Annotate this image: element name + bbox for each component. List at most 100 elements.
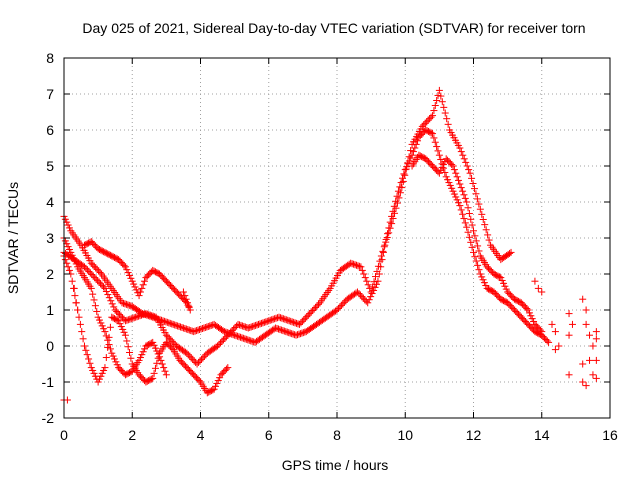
data-point-track-e xyxy=(113,361,121,369)
data-point-track-b xyxy=(221,334,229,342)
data-point-track-b xyxy=(94,277,102,285)
data-point-track-b xyxy=(246,323,254,331)
data-point-track-b xyxy=(113,308,121,316)
data-point-track-a xyxy=(364,299,372,307)
data-point-track-c xyxy=(83,351,91,359)
y-tick-labels: -2 -1 0 1 2 3 4 5 6 7 8 xyxy=(42,50,55,426)
data-point-track-a xyxy=(96,268,104,276)
data-point-scattered xyxy=(592,374,600,382)
data-point-track-a xyxy=(231,331,239,339)
data-point-track-c xyxy=(65,266,73,274)
data-point-track-a xyxy=(441,168,449,176)
data-point-track-c xyxy=(216,374,224,382)
data-point-track-f xyxy=(463,198,471,206)
data-point-track-a xyxy=(206,322,214,330)
data-point-track-b xyxy=(135,312,143,320)
data-point-track-b xyxy=(265,317,273,325)
data-point-track-a xyxy=(272,324,280,332)
data-point-track-e xyxy=(158,360,166,368)
data-point-track-b xyxy=(199,354,207,362)
data-point-track-b xyxy=(233,322,241,330)
data-point-track-b xyxy=(313,302,321,310)
data-point-track-a xyxy=(480,279,488,287)
data-point-track-f xyxy=(438,163,446,171)
data-point-track-b xyxy=(88,271,96,279)
data-point-track-c xyxy=(79,335,87,343)
data-point-track-b xyxy=(456,144,464,152)
x-tick-label: 6 xyxy=(265,427,273,443)
data-point-track-a xyxy=(408,151,416,159)
data-point-track-a xyxy=(61,215,69,223)
data-point-track-b xyxy=(358,266,366,274)
data-point-track-a xyxy=(178,323,186,331)
data-point-track-d xyxy=(120,261,128,269)
data-point-track-a xyxy=(283,328,291,336)
data-point-track-b xyxy=(132,313,140,321)
data-point-track-b xyxy=(468,174,476,182)
data-point-track-d xyxy=(124,269,132,277)
data-point-track-a xyxy=(400,170,408,178)
data-point-track-c xyxy=(150,369,158,377)
data-point-track-b xyxy=(216,339,224,347)
data-point-track-a xyxy=(187,327,195,335)
data-point-track-a xyxy=(386,218,394,226)
data-point-track-a xyxy=(452,193,460,201)
data-point-track-a xyxy=(250,338,258,346)
data-point-track-a xyxy=(194,326,202,334)
x-tick-label: 8 xyxy=(333,427,341,443)
data-point-track-a xyxy=(235,333,243,341)
data-point-track-a xyxy=(172,321,180,329)
data-point-track-b xyxy=(357,263,365,271)
data-point-track-f xyxy=(467,215,475,223)
data-point-track-b xyxy=(405,153,413,161)
data-point-track-e xyxy=(87,284,95,292)
data-point-track-b xyxy=(481,221,489,229)
data-point-track-b xyxy=(133,313,141,321)
data-point-track-b xyxy=(426,115,434,123)
data-point-track-b xyxy=(107,297,115,305)
data-point-track-e xyxy=(68,251,76,259)
data-point-track-a xyxy=(168,320,176,328)
data-point-track-b xyxy=(351,261,359,269)
data-point-track-b xyxy=(374,262,382,270)
data-point-track-c xyxy=(214,377,222,385)
x-tick-labels: 0 2 4 6 8 10 12 14 16 xyxy=(60,427,618,443)
data-point-track-f xyxy=(461,194,469,202)
data-point-track-b xyxy=(294,320,302,328)
data-points xyxy=(60,86,600,404)
data-point-track-b xyxy=(263,317,271,325)
data-point-track-b xyxy=(278,314,286,322)
data-point-track-a xyxy=(353,288,361,296)
data-point-track-a xyxy=(190,328,198,336)
data-point-track-a xyxy=(482,282,490,290)
data-point-track-d xyxy=(132,286,140,294)
data-point-track-b xyxy=(383,233,391,241)
data-point-track-a xyxy=(289,330,297,338)
data-point-track-b xyxy=(197,355,205,363)
data-point-track-b xyxy=(301,314,309,322)
data-point-track-d xyxy=(141,277,149,285)
data-point-track-b xyxy=(438,98,446,106)
data-point-track-c xyxy=(222,365,230,373)
data-point-track-d xyxy=(139,281,147,289)
data-point-track-f xyxy=(465,210,473,218)
data-point-track-c xyxy=(98,369,106,377)
data-point-track-b xyxy=(130,314,138,322)
data-point-track-b xyxy=(429,112,437,120)
data-point-track-e xyxy=(94,313,102,321)
y-tick-label: 2 xyxy=(46,266,54,282)
data-point-track-e xyxy=(138,351,146,359)
data-point-track-f xyxy=(538,328,546,336)
data-point-track-c xyxy=(89,366,97,374)
data-point-track-a xyxy=(87,259,95,267)
data-point-track-b xyxy=(253,321,261,329)
data-point-track-f xyxy=(472,237,480,245)
x-tick-label: 4 xyxy=(197,427,205,443)
data-point-track-e xyxy=(105,341,113,349)
data-point-track-a xyxy=(437,156,445,164)
data-point-track-f xyxy=(448,161,456,169)
data-point-track-b xyxy=(230,325,238,333)
data-point-track-b xyxy=(196,357,204,365)
x-tick-label: 14 xyxy=(534,427,550,443)
data-point-track-a xyxy=(165,319,173,327)
